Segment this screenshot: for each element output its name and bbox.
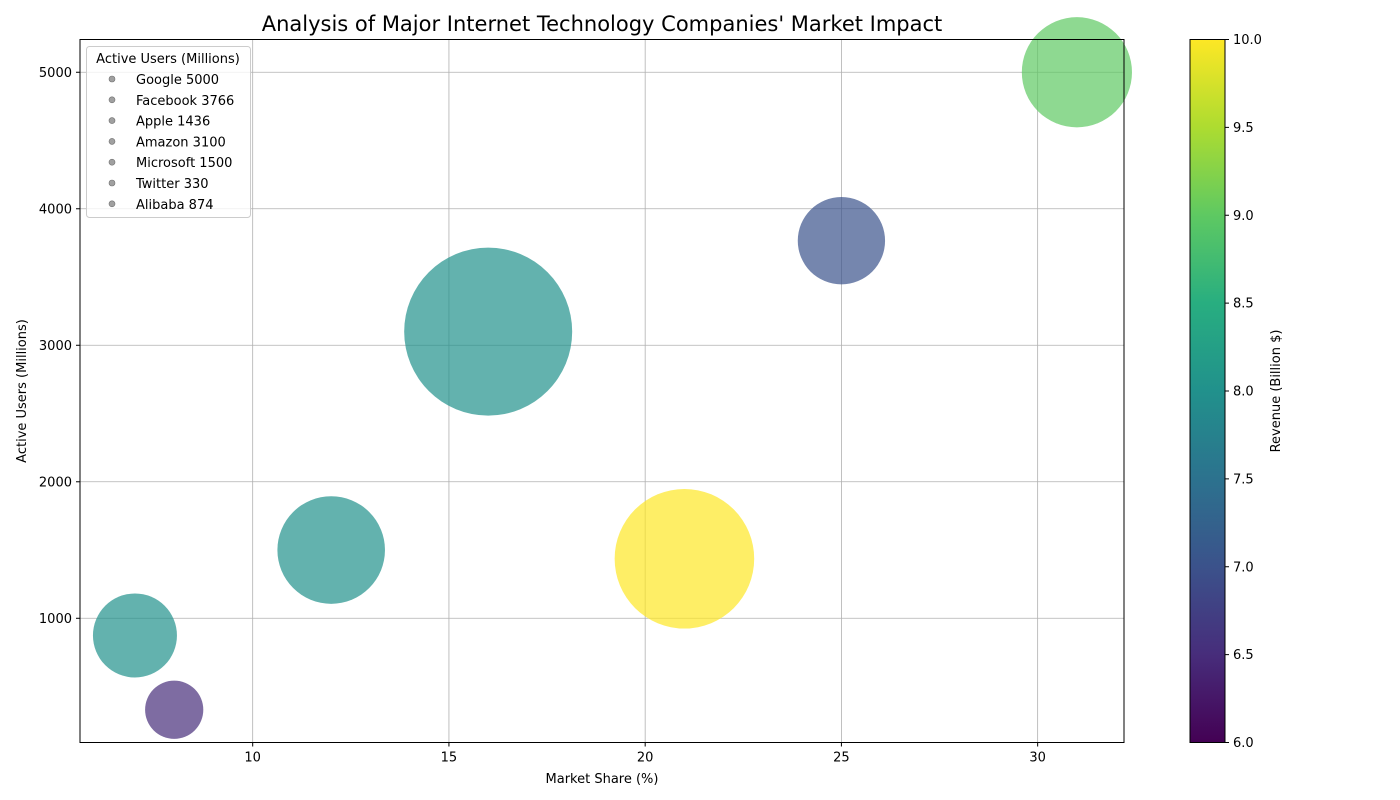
colorbar-tick-label: 8.0 [1233,385,1254,400]
bubble-facebook [797,197,886,285]
colorbar-tick-label: 10.0 [1233,33,1262,48]
colorbar-tick-label: 8.5 [1233,297,1254,312]
bubble-amazon [404,247,573,416]
x-axis-label: Market Share (%) [546,772,659,787]
bubbles-layer [92,17,1132,739]
legend-entry-label: Microsoft 1500 [136,156,232,171]
bubble-twitter [145,680,204,739]
legend-marker [108,179,116,187]
legend-marker [108,75,116,83]
legend-entry-label: Amazon 3100 [136,135,226,150]
x-tick-label: 15 [441,751,458,766]
legend-marker [108,117,116,124]
legend-entry-label: Apple 1436 [136,115,210,130]
legend-marker [108,96,116,104]
plot-frame [79,39,1125,743]
x-tick-label: 10 [244,751,261,766]
legend-marker [108,200,116,208]
legend-entry-label: Google 5000 [136,73,219,88]
legend-entry-label: Twitter 330 [135,177,209,192]
legend-entries: Google 5000 Facebook 3766 Apple 1436 Amazon… [108,73,234,213]
y-tick-label: 5000 [39,66,72,81]
y-tick-label: 2000 [39,475,72,490]
bubble-google [1021,17,1132,128]
legend: Active Users (Millions) Google 5000 Faceb… [86,46,251,218]
grid-lines [80,39,1124,743]
colorbar-label: Revenue (Billion $) [1269,330,1284,453]
bubble-apple [614,488,755,629]
y-axis-ticks: 1000 2000 3000 4000 5000 [39,66,80,627]
colorbar-tick-label: 9.5 [1233,121,1254,136]
x-tick-label: 25 [833,751,850,766]
colorbar-tick-label: 7.0 [1233,560,1254,575]
y-tick-label: 4000 [39,202,72,217]
colorbar-tick-label: 9.0 [1233,209,1254,224]
x-tick-label: 30 [1029,751,1046,766]
legend-title: Active Users (Millions) [96,52,240,67]
colorbar-gradient [1189,39,1226,743]
bubble-alibaba [92,593,177,678]
y-tick-label: 3000 [39,339,72,354]
legend-marker [108,138,116,145]
legend-box [86,46,251,218]
legend-marker [108,158,116,166]
bubble-microsoft [277,496,385,604]
y-tick-label: 1000 [39,612,72,627]
colorbar-tick-label: 6.5 [1233,648,1254,663]
chart-title: Analysis of Major Internet Technology Co… [262,12,943,36]
colorbar-ticks: 6.0 6.5 7.0 7.5 8.0 8.5 9.0 9.5 10.0 [1225,33,1262,751]
colorbar-tick-label: 6.0 [1233,736,1254,751]
colorbar: 6.0 6.5 7.0 7.5 8.0 8.5 9.0 9.5 10.0 Revenue (Bi… [1189,33,1284,751]
legend-entry-label: Alibaba 874 [136,198,214,213]
x-axis-ticks: 10 15 20 25 30 [244,742,1046,766]
y-axis-label: Active Users (Millions) [15,319,30,463]
colorbar-tick-label: 7.5 [1233,472,1254,487]
x-tick-label: 20 [637,751,654,766]
legend-entry-label: Facebook 3766 [136,94,234,109]
